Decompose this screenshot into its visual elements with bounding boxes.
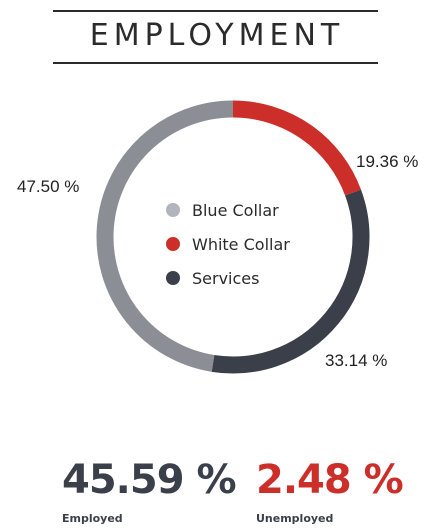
data-label-white-collar: 19.36 % — [356, 152, 419, 171]
chart-legend: Blue Collar White Collar Services — [166, 193, 290, 295]
legend-dot-services — [166, 271, 180, 285]
legend-label-services: Services — [192, 268, 260, 288]
donut-segment-blue-collar — [96, 100, 234, 372]
data-label-blue-collar: 47.50 % — [17, 177, 80, 196]
legend-dot-white-collar — [166, 237, 180, 251]
legend-label-white-collar: White Collar — [192, 234, 290, 254]
legend-dot-blue-collar — [166, 203, 180, 217]
legend-item-white-collar: White Collar — [166, 227, 290, 261]
employed-value: 45.59 % — [62, 457, 237, 503]
donut-segment-services — [211, 189, 370, 374]
employed-label: Employed — [62, 512, 123, 525]
donut-segments — [96, 100, 370, 374]
unemployed-label: Unemployed — [256, 512, 334, 525]
legend-label-blue-collar: Blue Collar — [192, 200, 279, 220]
stat-unemployed: 2.48 % Unemployed — [256, 457, 404, 525]
legend-item-services: Services — [166, 261, 290, 295]
legend-item-blue-collar: Blue Collar — [166, 193, 290, 227]
title-rule-top — [53, 10, 378, 12]
data-label-services: 33.14 % — [325, 351, 388, 370]
title-rule-bottom — [53, 62, 378, 64]
unemployed-value: 2.48 % — [256, 457, 404, 503]
stat-employed: 45.59 % Employed — [62, 457, 237, 525]
donut-segment-white-collar — [232, 100, 362, 196]
page-title: EMPLOYMENT — [89, 18, 345, 53]
